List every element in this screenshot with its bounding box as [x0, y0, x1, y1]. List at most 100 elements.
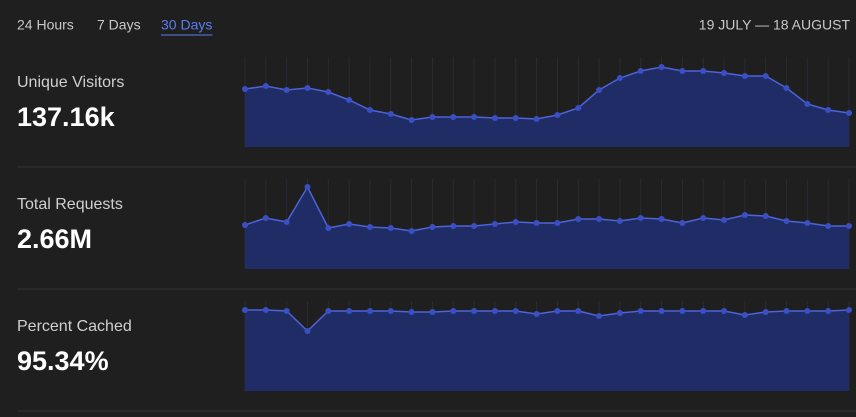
tab[interactable]: 30 Days — [161, 17, 212, 33]
point — [304, 85, 311, 91]
point — [846, 307, 852, 313]
metric-value: 137.16k — [17, 102, 116, 132]
point — [721, 70, 728, 76]
point — [679, 68, 686, 74]
point — [429, 309, 436, 315]
point — [846, 223, 852, 229]
point — [637, 215, 644, 221]
point — [304, 328, 311, 334]
point — [783, 218, 790, 224]
point — [637, 68, 644, 74]
point — [762, 213, 769, 219]
point — [825, 223, 832, 229]
point — [575, 308, 582, 314]
point — [533, 311, 540, 317]
area — [245, 67, 849, 147]
point — [804, 308, 811, 314]
area — [245, 310, 849, 391]
point — [783, 308, 790, 314]
point — [471, 223, 478, 229]
point — [804, 220, 811, 226]
point — [450, 223, 457, 229]
point — [366, 308, 373, 314]
point — [283, 87, 290, 93]
point — [262, 307, 269, 313]
point — [283, 308, 290, 314]
point — [325, 89, 332, 95]
point — [512, 219, 519, 225]
point — [325, 308, 332, 314]
point — [616, 310, 623, 316]
point — [512, 308, 519, 314]
point — [554, 112, 561, 118]
line — [244, 66, 850, 121]
point — [450, 114, 457, 120]
point — [596, 313, 603, 319]
point — [408, 309, 415, 315]
point — [741, 212, 748, 218]
point — [366, 224, 373, 230]
point — [616, 218, 623, 224]
point — [616, 75, 623, 81]
point — [429, 114, 436, 120]
point — [804, 101, 811, 107]
point — [721, 217, 728, 223]
point — [346, 97, 353, 103]
metric-value: 2.66M — [17, 224, 92, 254]
metric-label: Total Requests — [17, 196, 123, 213]
point — [846, 110, 852, 116]
point — [700, 68, 707, 74]
point — [450, 308, 457, 314]
point — [262, 83, 269, 89]
point — [658, 64, 665, 70]
point — [596, 87, 603, 93]
point — [533, 220, 540, 226]
point — [533, 116, 540, 122]
metric-value: 95.34% — [17, 346, 109, 376]
point — [554, 308, 561, 314]
point — [700, 308, 707, 314]
point — [741, 73, 748, 79]
point — [408, 228, 415, 234]
line — [245, 309, 850, 333]
point — [366, 107, 373, 113]
point — [658, 216, 665, 222]
tab[interactable]: 24 Hours — [17, 17, 74, 33]
point — [575, 216, 582, 222]
point — [596, 216, 603, 222]
point — [429, 224, 436, 230]
point — [471, 114, 478, 120]
point — [325, 225, 332, 231]
point — [679, 308, 686, 314]
point — [242, 86, 248, 92]
point — [575, 105, 582, 111]
point — [679, 220, 686, 226]
point — [825, 308, 832, 314]
metric-label: Percent Cached — [17, 318, 132, 335]
point — [346, 221, 353, 227]
point — [825, 107, 832, 113]
date-range: 19 JULY — 18 AUGUST — [699, 17, 851, 33]
tab[interactable]: 7 Days — [97, 17, 141, 33]
point — [741, 312, 748, 318]
line — [244, 185, 849, 232]
point — [262, 215, 269, 221]
point — [471, 308, 478, 314]
point — [491, 115, 498, 121]
metric-label: Unique Visitors — [17, 74, 124, 91]
point — [491, 221, 498, 227]
point — [512, 115, 519, 121]
point — [637, 308, 644, 314]
area — [245, 187, 849, 269]
point — [700, 215, 707, 221]
point — [346, 308, 353, 314]
point — [283, 219, 290, 225]
point — [387, 225, 394, 231]
point — [762, 309, 769, 315]
point — [783, 85, 790, 91]
point — [304, 184, 311, 190]
point — [408, 117, 415, 123]
point — [762, 73, 769, 79]
